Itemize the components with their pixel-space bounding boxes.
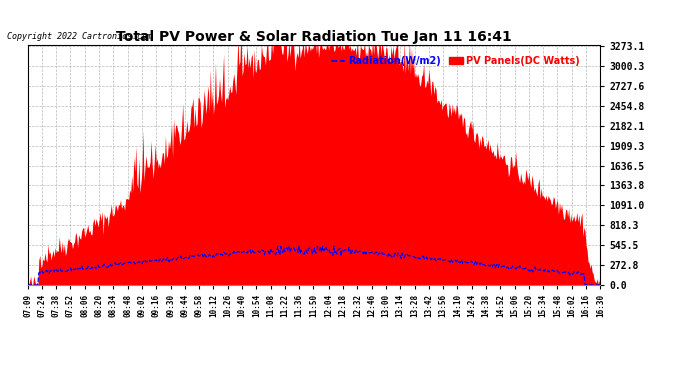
Title: Total PV Power & Solar Radiation Tue Jan 11 16:41: Total PV Power & Solar Radiation Tue Jan…	[116, 30, 512, 44]
Text: Copyright 2022 Cartronics.com: Copyright 2022 Cartronics.com	[7, 32, 152, 41]
Legend: Radiation(W/m2), PV Panels(DC Watts): Radiation(W/m2), PV Panels(DC Watts)	[327, 52, 584, 70]
